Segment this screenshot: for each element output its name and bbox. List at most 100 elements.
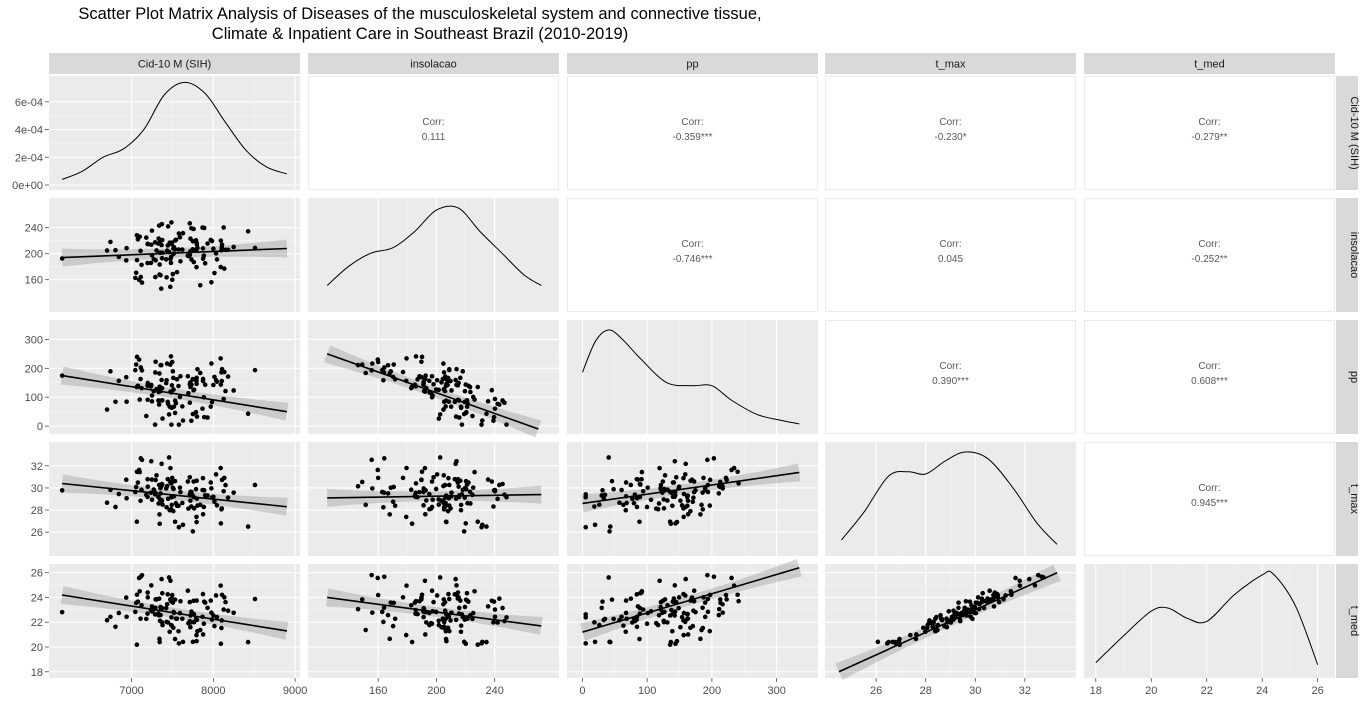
- data-point: [185, 253, 191, 258]
- data-point: [644, 504, 650, 510]
- data-point: [640, 488, 646, 494]
- data-point: [657, 578, 662, 584]
- data-point: [504, 422, 509, 427]
- data-point: [201, 488, 207, 493]
- data-point: [218, 264, 223, 270]
- data-point: [470, 616, 475, 622]
- data-point: [134, 257, 140, 263]
- strip-top-t-max: t_max: [825, 53, 1076, 74]
- data-point: [429, 588, 435, 594]
- data-point: [169, 502, 175, 508]
- data-point: [381, 605, 387, 611]
- data-point: [391, 362, 397, 367]
- data-point: [464, 598, 470, 603]
- data-point: [189, 489, 194, 495]
- corr-label: Corr:: [681, 117, 703, 128]
- corr-label: Corr:: [422, 117, 444, 128]
- data-point: [171, 404, 177, 409]
- data-point: [683, 576, 689, 582]
- density-curve-t-max: [841, 451, 1058, 545]
- data-point: [429, 479, 435, 484]
- data-point: [370, 361, 375, 366]
- data-point: [369, 457, 374, 463]
- data-point: [648, 497, 654, 503]
- data-point: [1035, 572, 1041, 578]
- data-point: [388, 485, 394, 491]
- y-axis-left: 0e+00 2e-04 4e-04 6e-04 160 200 240 0 100 200 300 2…: [12, 97, 49, 679]
- data-point: [676, 484, 682, 489]
- panel-insolacao-vs-insolacao: [308, 198, 559, 312]
- data-point: [145, 476, 150, 482]
- data-point: [252, 596, 258, 602]
- data-point: [153, 274, 158, 280]
- density-curve-insolacao: [326, 205, 542, 286]
- data-point: [655, 622, 661, 628]
- x-tick-label: 32: [1019, 685, 1031, 697]
- data-point: [222, 369, 227, 375]
- y-tick-label: 20: [31, 642, 43, 654]
- data-point: [443, 503, 449, 509]
- data-point: [171, 486, 176, 492]
- data-point: [223, 482, 228, 488]
- data-point: [170, 369, 176, 374]
- data-point: [194, 598, 199, 603]
- data-point: [390, 499, 396, 505]
- data-point: [168, 506, 174, 512]
- data-point: [443, 404, 448, 409]
- data-point: [456, 484, 461, 489]
- data-point: [156, 494, 161, 500]
- data-point: [385, 491, 391, 496]
- data-point: [375, 592, 381, 598]
- data-point: [716, 483, 722, 489]
- data-point: [701, 475, 706, 481]
- data-point: [245, 411, 251, 416]
- data-point: [969, 603, 974, 608]
- data-point: [180, 616, 185, 622]
- data-point: [189, 609, 194, 614]
- data-point: [171, 387, 176, 392]
- data-point: [935, 627, 940, 633]
- data-point: [148, 260, 154, 266]
- fit-line: [62, 482, 287, 508]
- data-point: [691, 489, 697, 495]
- data-point: [711, 574, 717, 580]
- data-point: [685, 616, 691, 621]
- y-tick-label: 200: [25, 363, 43, 375]
- data-point: [500, 398, 505, 403]
- data-point: [670, 494, 676, 500]
- data-point: [387, 636, 393, 642]
- data-point: [665, 620, 670, 625]
- data-point: [683, 472, 688, 477]
- data-point: [619, 614, 624, 620]
- data-point: [637, 481, 643, 487]
- data-point: [670, 503, 675, 509]
- data-point: [970, 616, 975, 622]
- data-point: [186, 390, 191, 396]
- data-point: [148, 382, 154, 388]
- y-tick-label: 32: [31, 461, 43, 473]
- data-point: [194, 264, 199, 270]
- data-point: [729, 575, 734, 581]
- data-point: [448, 404, 454, 409]
- data-point: [453, 496, 459, 501]
- data-point: [176, 628, 181, 634]
- data-point: [440, 498, 446, 504]
- data-point: [676, 605, 681, 611]
- data-point: [908, 632, 913, 638]
- data-point: [221, 225, 226, 230]
- data-point: [681, 491, 687, 497]
- data-point: [136, 467, 142, 473]
- data-point: [385, 362, 391, 368]
- corr-label: Corr:: [939, 361, 961, 372]
- data-point: [370, 610, 375, 615]
- data-point: [375, 475, 381, 481]
- data-point: [225, 608, 231, 614]
- data-point: [456, 605, 462, 611]
- data-point: [169, 277, 175, 283]
- data-point: [190, 529, 196, 534]
- data-point: [698, 636, 703, 642]
- data-point: [716, 491, 722, 496]
- data-point: [169, 475, 175, 481]
- data-point: [735, 469, 740, 475]
- data-point: [400, 475, 406, 481]
